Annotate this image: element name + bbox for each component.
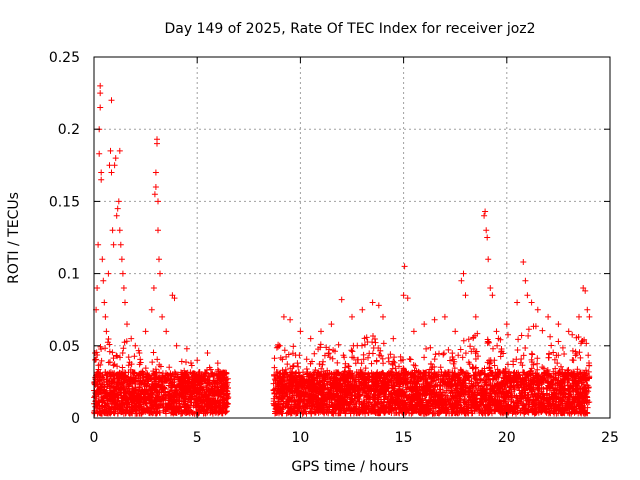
x-tick-label: 20 — [498, 430, 516, 446]
y-tick-label: 0.25 — [49, 50, 80, 66]
y-axis-label: ROTI / TECUs — [6, 192, 22, 284]
y-tick-label: 0.1 — [58, 267, 80, 283]
x-tick-label: 15 — [395, 430, 413, 446]
x-tick-label: 10 — [291, 430, 309, 446]
y-tick-label: 0.05 — [49, 339, 80, 355]
y-tick-label: 0 — [71, 411, 80, 427]
x-axis-label: GPS time / hours — [291, 459, 408, 475]
grid-lines — [94, 57, 610, 418]
x-tick-label: 0 — [90, 430, 99, 446]
plot-frame — [93, 56, 611, 419]
x-tick-label: 5 — [193, 430, 202, 446]
chart-title: Day 149 of 2025, Rate Of TEC Index for r… — [164, 21, 535, 37]
y-tick-label: 0.2 — [58, 122, 80, 138]
roti-data-points — [91, 82, 593, 417]
x-tick-label: 25 — [601, 430, 619, 446]
y-tick-label: 0.15 — [49, 194, 80, 210]
scatter-points — [91, 82, 593, 417]
